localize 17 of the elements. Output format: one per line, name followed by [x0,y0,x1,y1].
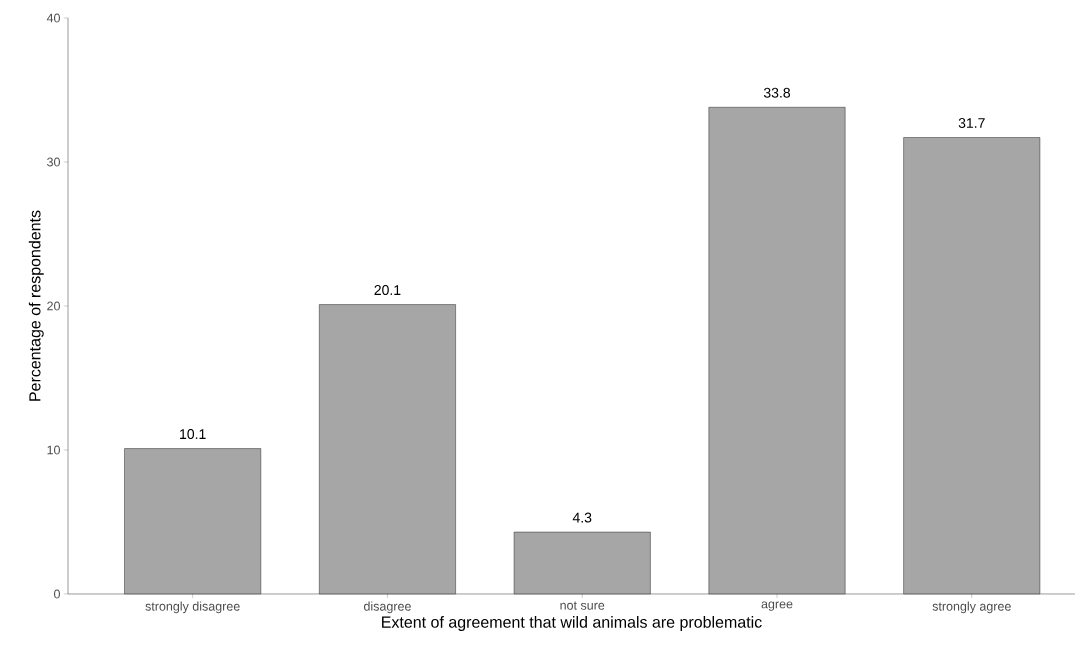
x-tick-label: not sure [560,601,605,610]
y-tick-label: 0 [54,589,60,599]
x-tick-label: strongly agree [932,601,1011,614]
y-tick-label: 20 [47,301,60,311]
data-label: 10.1 [180,429,206,440]
x-axis-title: Extent of agreement that wild animals are problematic [382,616,762,631]
x-tick-label: strongly disagree [145,601,240,614]
data-label: 4.3 [572,512,592,523]
y-tick-label: 30 [47,157,60,167]
data-label: 20.1 [374,285,401,296]
x-tick-label: disagree [363,601,411,614]
y-tick-label: 10 [47,445,60,455]
data-label: 33.8 [763,87,791,98]
y-axis-title: Percentage of respondents [28,210,44,401]
y-tick-label: 40 [46,13,60,23]
x-tick-label: agree [761,601,793,611]
data-label: 31.7 [958,118,985,128]
